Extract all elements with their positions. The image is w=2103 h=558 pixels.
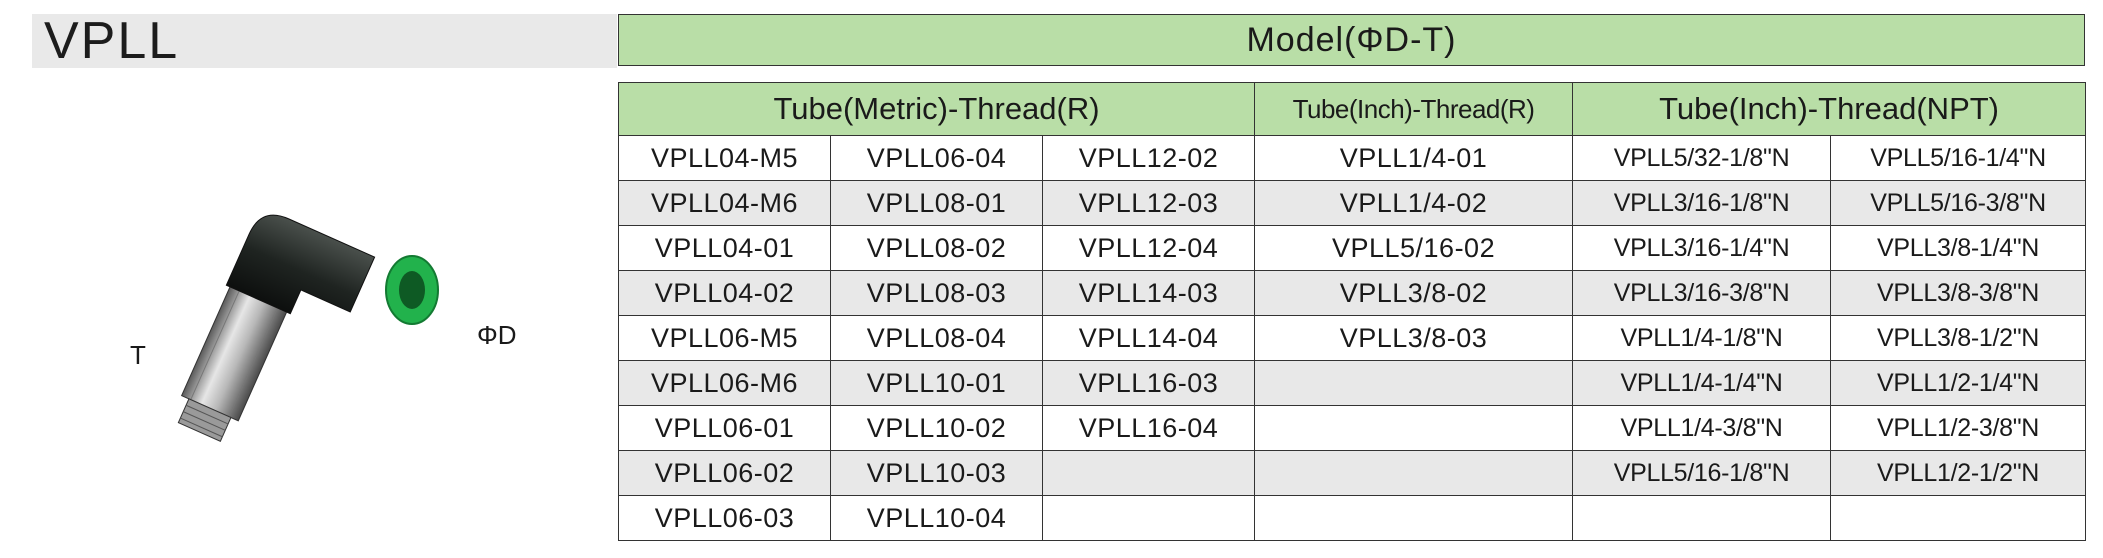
table-cell [1254,495,1574,541]
table-cell: VPLL3/16-3/8"N [1572,270,1832,316]
table-cell: VPLL5/16-1/4"N [1830,135,2087,181]
metric-thread-r-header: Tube(Metric)-Thread(R) [617,82,1256,136]
table-row: VPLL04-M5 VPLL06-04 VPLL12-02 VPLL1/4-01 VPL… [618,135,2087,181]
table-cell: VPLL10-04 [830,495,1043,541]
table-cell: VPLL5/16-02 [1254,225,1574,271]
table-row: VPLL06-03 VPLL10-04 [618,495,2087,541]
table-row: VPLL06-M5 VPLL08-04 VPLL14-04 VPLL3/8-03 VPL… [618,315,2087,361]
group-header-row: Tube(Metric)-Thread(R) Tube(Inch)-Thread… [617,82,2087,136]
table-cell: VPLL3/8-03 [1254,315,1574,361]
diameter-label: ΦD [477,320,517,350]
table-row: VPLL04-01 VPLL08-02 VPLL12-04 VPLL5/16-02 VP… [618,225,2087,271]
table-cell: VPLL14-03 [1041,270,1256,316]
table-cell: VPLL3/16-1/4"N [1572,225,1832,271]
table-cell: VPLL06-02 [618,450,831,496]
table-row: VPLL04-M6 VPLL08-01 VPLL12-03 VPLL1/4-02 VPL… [618,180,2087,226]
table-cell: VPLL3/8-02 [1254,270,1574,316]
table-cell: VPLL06-01 [618,405,831,451]
model-header: Model(ΦD-T) [618,14,2085,66]
table-cell: VPLL16-04 [1041,405,1256,451]
table-cell: VPLL1/4-01 [1254,135,1574,181]
table-cell: VPLL12-03 [1041,180,1256,226]
table-cell: VPLL08-01 [830,180,1043,226]
table-cell: VPLL1/4-1/4"N [1572,360,1832,406]
table-cell: VPLL06-M6 [618,360,831,406]
table-cell: VPLL3/8-1/4"N [1830,225,2087,271]
table-cell: VPLL10-01 [830,360,1043,406]
table-cell: VPLL16-03 [1041,360,1256,406]
table-cell: VPLL08-03 [830,270,1043,316]
table-cell: VPLL1/4-3/8"N [1572,405,1832,451]
model-table: Tube(Metric)-Thread(R) Tube(Inch)-Thread… [617,82,2087,541]
table-cell: VPLL08-02 [830,225,1043,271]
table-row: VPLL04-02 VPLL08-03 VPLL14-03 VPLL3/8-02 VPL… [618,270,2087,316]
table-cell [1254,450,1574,496]
table-cell [1572,495,1832,541]
table-cell: VPLL06-04 [830,135,1043,181]
table-row: VPLL06-01 VPLL10-02 VPLL16-04 VPLL1/4-3/8"N… [618,405,2087,451]
table-cell: VPLL5/32-1/8"N [1572,135,1832,181]
table-cell: VPLL1/2-1/2"N [1830,450,2087,496]
table-cell: VPLL3/8-3/8"N [1830,270,2087,316]
table-cell: VPLL12-04 [1041,225,1256,271]
table-cell: VPLL5/16-3/8"N [1830,180,2087,226]
table-cell: VPLL08-04 [830,315,1043,361]
table-row: VPLL06-02 VPLL10-03 VPLL5/16-1/8"N VPLL1/2-… [618,450,2087,496]
table-cell: VPLL1/2-3/8"N [1830,405,2087,451]
table-cell: VPLL10-02 [830,405,1043,451]
table-cell [1830,495,2087,541]
title-bar: VPLL [32,14,617,68]
inch-thread-r-header: Tube(Inch)-Thread(R) [1254,82,1574,136]
table-row: VPLL06-M6 VPLL10-01 VPLL16-03 VPLL1/4-1/4"N… [618,360,2087,406]
table-cell: VPLL3/8-1/2"N [1830,315,2087,361]
table-cell [1254,405,1574,451]
table-cell: VPLL06-03 [618,495,831,541]
table-cell: VPLL5/16-1/8"N [1572,450,1832,496]
table-cell: VPLL1/2-1/4"N [1830,360,2087,406]
table-cell: VPLL04-M5 [618,135,831,181]
table-cell [1041,495,1256,541]
thread-label: T [130,340,146,370]
table-cell: VPLL04-02 [618,270,831,316]
table-cell: VPLL10-03 [830,450,1043,496]
table-cell: VPLL1/4-1/8"N [1572,315,1832,361]
table-cell: VPLL04-M6 [618,180,831,226]
table-cell: VPLL12-02 [1041,135,1256,181]
table-cell: VPLL1/4-02 [1254,180,1574,226]
table-cell [1254,360,1574,406]
table-cell: VPLL06-M5 [618,315,831,361]
elbow-fitting-image [177,214,439,442]
table-cell: VPLL14-04 [1041,315,1256,361]
product-title: VPLL [44,12,180,70]
table-cell [1041,450,1256,496]
table-cell: VPLL3/16-1/8"N [1572,180,1832,226]
inch-thread-npt-header: Tube(Inch)-Thread(NPT) [1572,82,2087,136]
table-cell: VPLL04-01 [618,225,831,271]
